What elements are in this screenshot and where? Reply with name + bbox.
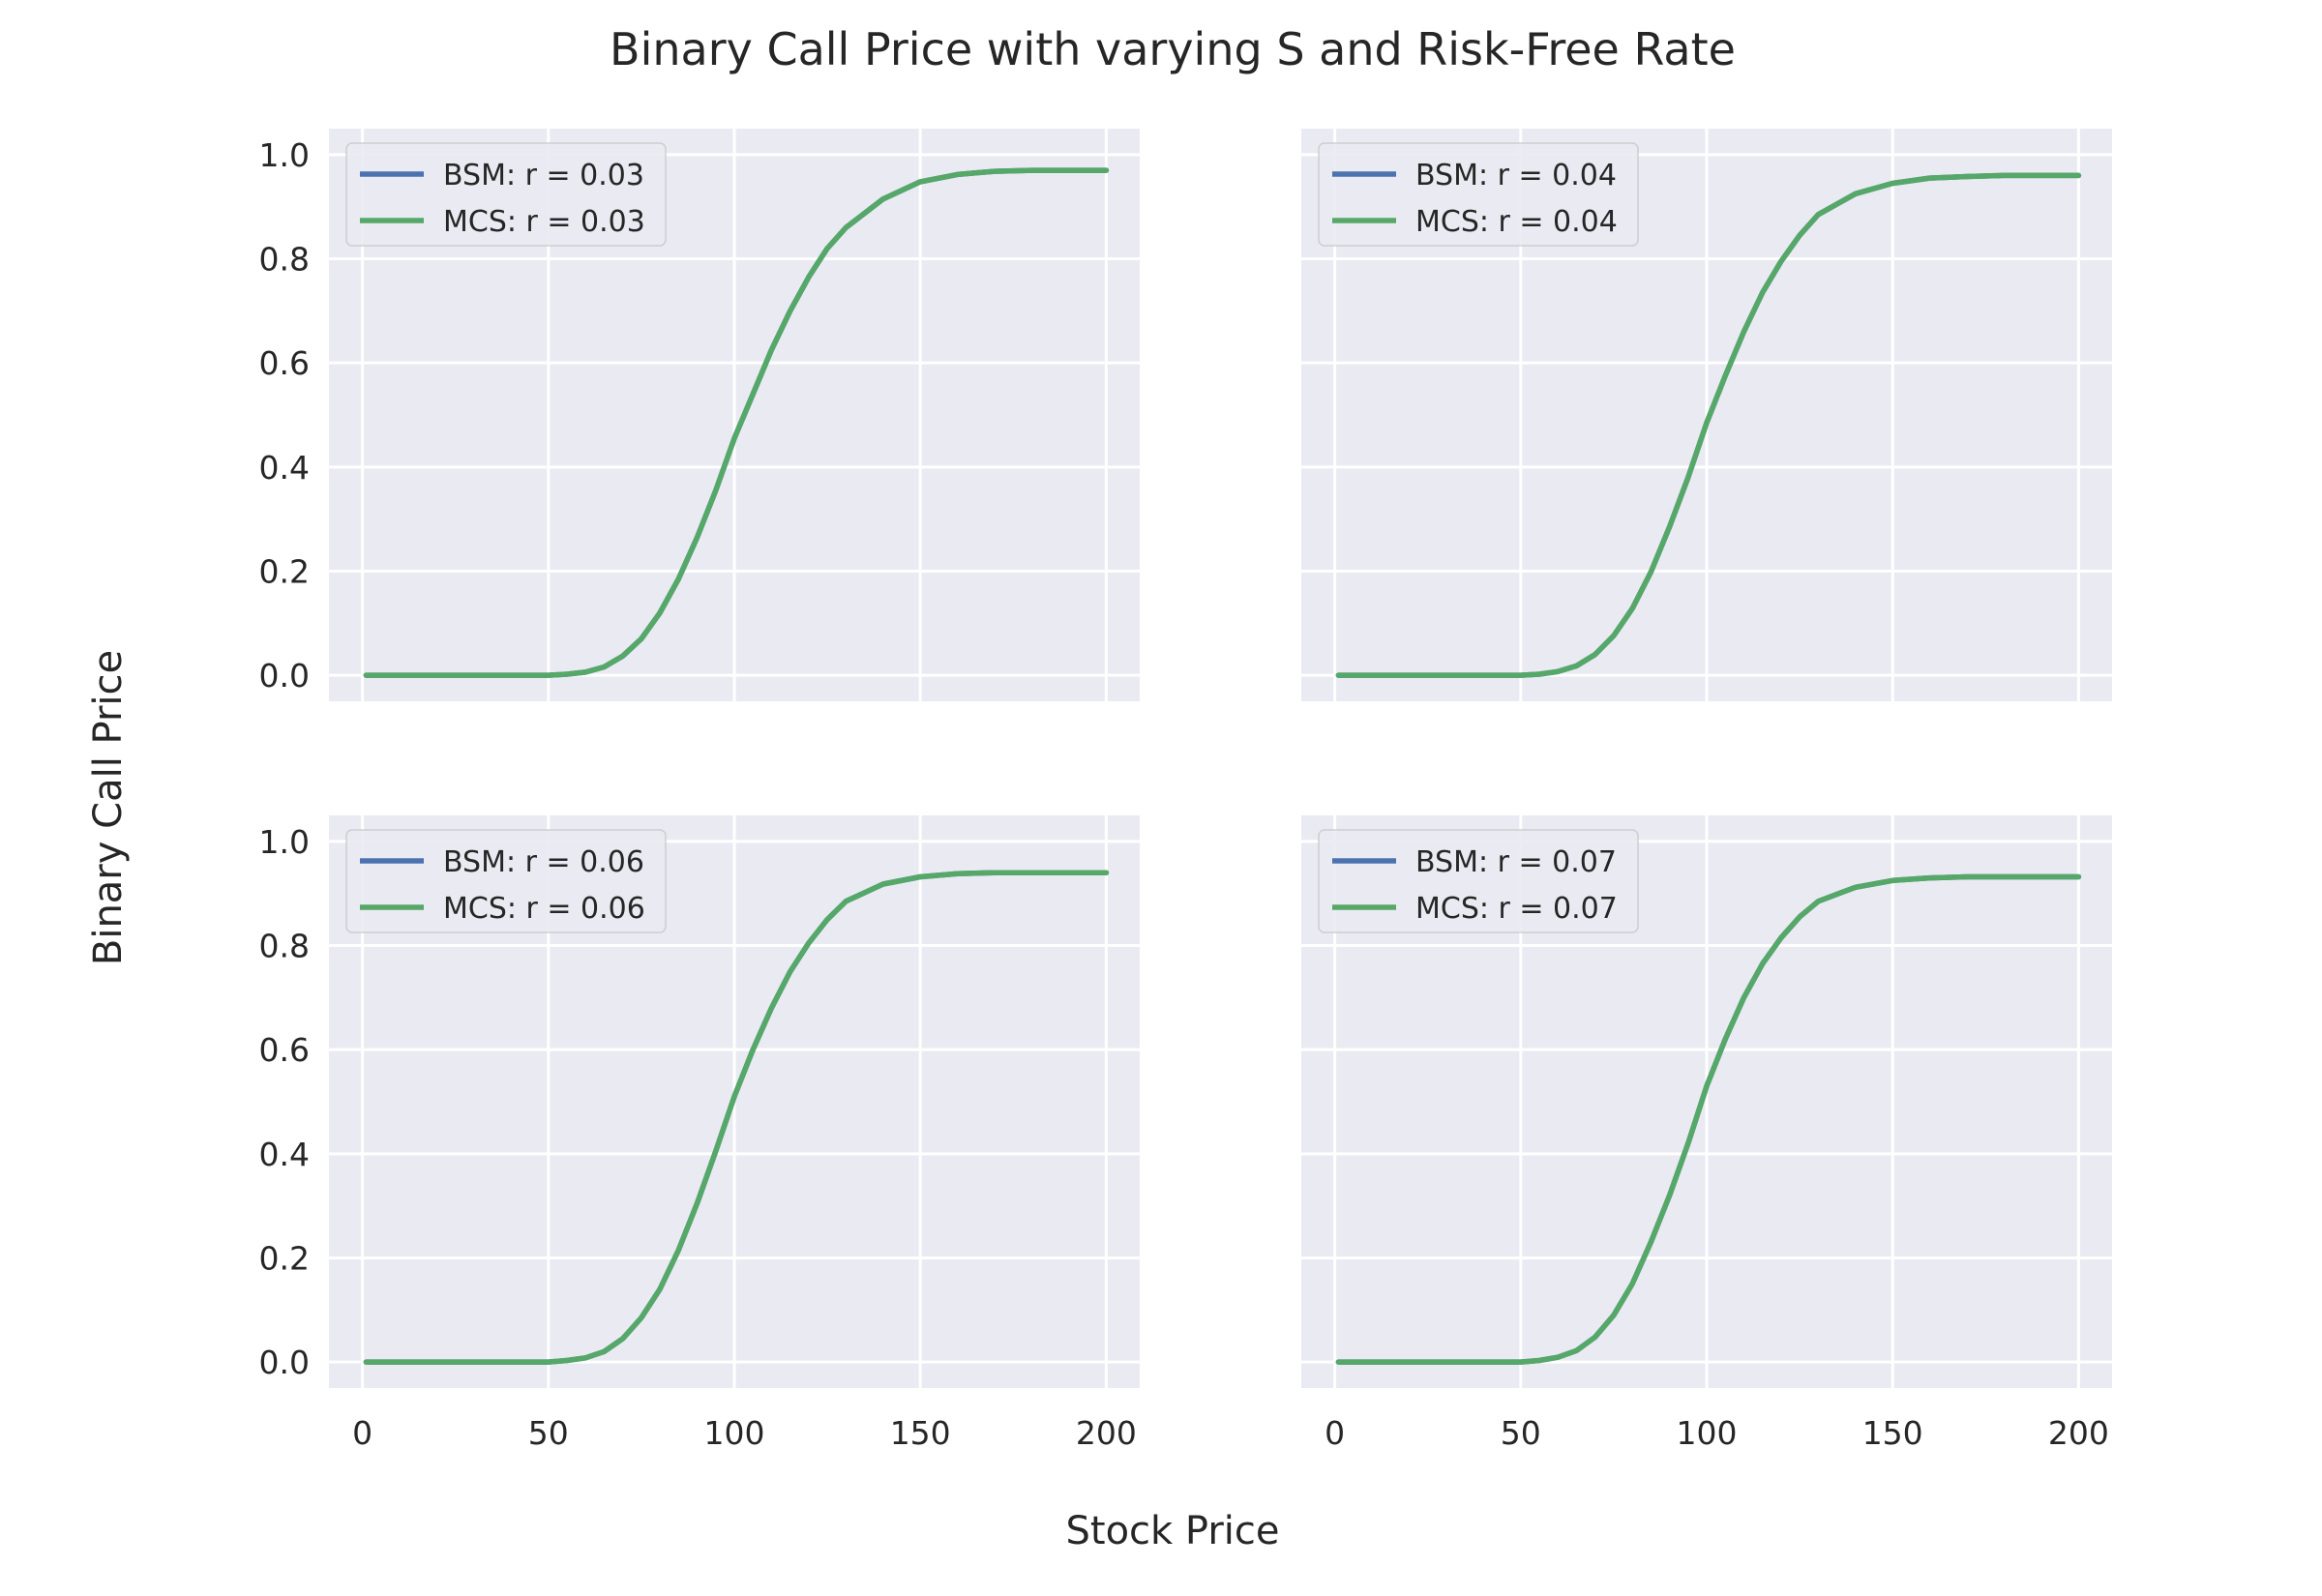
subplot-3: 0.0 0.2 0.4 0.6 0.8 1.0 0 50 100 150 200 BSM: r = 0… — [259, 815, 1140, 1452]
legend-label: MCS: r = 0.04 — [1415, 205, 1618, 239]
mcs-series-line — [363, 167, 1110, 678]
mcs-series-line — [363, 870, 1110, 1365]
x-tick-label: 200 — [1076, 1414, 1137, 1452]
x-tick-label: 50 — [528, 1414, 569, 1452]
subplot-grid: 0.0 0.2 0.4 0.6 0.8 1.0 BSM: r = 0.03 MCS: r = … — [259, 129, 2112, 1452]
mcs-series-line — [1335, 172, 2082, 678]
legend-frame — [1318, 142, 1639, 247]
y-tick-label: 0.2 — [259, 1239, 310, 1277]
legend-frame — [345, 829, 667, 933]
legend-label: BSM: r = 0.04 — [1415, 159, 1617, 192]
legend: BSM: r = 0.03 MCS: r = 0.03 — [345, 142, 667, 247]
y-tick-label: 1.0 — [259, 823, 310, 861]
y-tick-label: 0.8 — [259, 241, 310, 279]
x-axis-label: Stock Price — [1066, 1509, 1280, 1553]
x-tick-label: 0 — [1325, 1414, 1345, 1452]
y-tick-label: 0.8 — [259, 928, 310, 965]
legend-label: MCS: r = 0.03 — [443, 205, 645, 239]
legend-label: BSM: r = 0.03 — [443, 159, 644, 192]
legend-label: BSM: r = 0.06 — [443, 845, 644, 879]
x-tick-label: 100 — [704, 1414, 765, 1452]
y-tick-label: 0.2 — [259, 552, 310, 590]
subplot-1: 0.0 0.2 0.4 0.6 0.8 1.0 BSM: r = 0.03 MCS: r = … — [259, 129, 1140, 701]
figure-title: Binary Call Price with varying S and Ris… — [610, 23, 1736, 75]
legend-label: MCS: r = 0.07 — [1415, 892, 1618, 926]
y-tick-label: 0.6 — [259, 1031, 310, 1069]
legend: BSM: r = 0.07 MCS: r = 0.07 — [1318, 829, 1639, 933]
x-tick-label: 200 — [2048, 1414, 2109, 1452]
legend: BSM: r = 0.04 MCS: r = 0.04 — [1318, 142, 1639, 247]
y-tick-label: 0.6 — [259, 344, 310, 382]
subplot-4: 0 50 100 150 200 BSM: r = 0.07 MCS: r = 0.07 — [1301, 815, 2112, 1452]
x-tick-label: 0 — [352, 1414, 372, 1452]
x-tick-label: 50 — [1501, 1414, 1541, 1452]
x-tick-label: 150 — [1862, 1414, 1923, 1452]
legend-label: BSM: r = 0.07 — [1415, 845, 1617, 879]
legend-frame — [1318, 829, 1639, 933]
y-tick-label: 0.0 — [259, 657, 310, 695]
x-tick-label: 100 — [1677, 1414, 1738, 1452]
y-axis-label: Binary Call Price — [86, 650, 131, 965]
y-tick-label: 0.4 — [259, 449, 310, 487]
y-tick-label: 1.0 — [259, 136, 310, 174]
legend: BSM: r = 0.06 MCS: r = 0.06 — [345, 829, 667, 933]
legend-label: MCS: r = 0.06 — [443, 892, 645, 926]
mcs-series-line — [1335, 873, 2082, 1365]
y-tick-label: 0.0 — [259, 1344, 310, 1381]
legend-frame — [345, 142, 667, 247]
x-tick-label: 150 — [890, 1414, 951, 1452]
y-tick-label: 0.4 — [259, 1136, 310, 1173]
subplot-2: BSM: r = 0.04 MCS: r = 0.04 — [1301, 129, 2112, 701]
